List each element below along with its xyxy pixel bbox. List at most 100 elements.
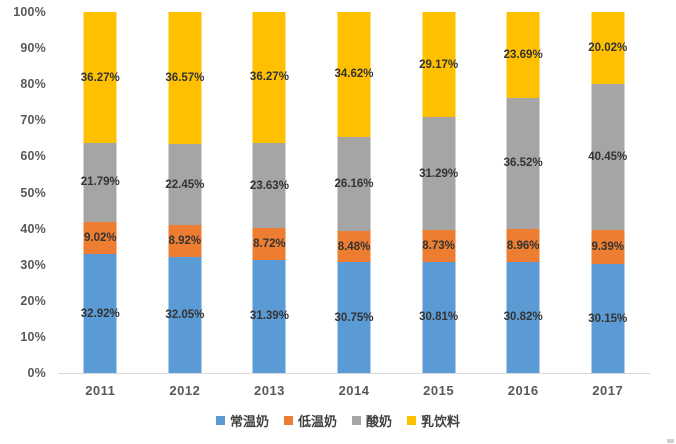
- legend-label: 常温奶: [229, 414, 269, 429]
- data-label: 22.45%: [165, 178, 205, 191]
- data-label: 32.05%: [165, 309, 205, 322]
- bar-segment: 9.39%: [591, 230, 625, 265]
- data-label: 26.16%: [334, 178, 374, 191]
- data-label: 31.29%: [419, 167, 459, 180]
- bar-column: 31.39% 8.72% 23.63% 36.27%: [227, 12, 312, 373]
- bar-segment: 21.79%: [80, 142, 120, 222]
- bar-segment: 40.45%: [588, 84, 628, 231]
- bar-segment: 8.92%: [168, 225, 202, 258]
- bar-column: 32.92% 9.02% 21.79% 36.27%: [58, 12, 143, 373]
- stacked-bar: 32.05% 8.92% 22.45% 36.57%: [165, 12, 205, 373]
- legend-item: 常温奶: [215, 411, 269, 430]
- bar-segment: 26.16%: [334, 136, 374, 232]
- plot-area: 32.92% 9.02% 21.79% 36.27% 32.05% 8.92% 22.45%…: [58, 11, 650, 374]
- y-tick-label: 40%: [20, 221, 46, 236]
- bar-segment: 8.72%: [252, 228, 286, 260]
- y-tick-label: 90%: [20, 41, 46, 56]
- data-label: 36.57%: [165, 72, 205, 85]
- data-label: 34.62%: [334, 68, 374, 81]
- bar-segment: 36.52%: [503, 97, 543, 230]
- bar-segment: 31.29%: [419, 117, 459, 231]
- bar-segment: 9.02%: [83, 221, 117, 255]
- x-tick-label: 2016: [507, 383, 539, 398]
- bar-segment: 30.15%: [588, 264, 628, 373]
- legend-swatch-icon: [352, 416, 361, 425]
- data-label: 36.52%: [503, 157, 543, 170]
- y-tick-label: 70%: [20, 113, 46, 128]
- data-label: 8.48%: [337, 240, 371, 253]
- bar-segment: 31.39%: [249, 259, 289, 373]
- legend: 常温奶 低温奶 酸奶 乳饮料: [0, 411, 676, 430]
- data-label: 36.27%: [249, 71, 289, 84]
- x-axis: 2011 2012 2013 2014 2015 2016 2017: [58, 383, 650, 398]
- data-label: 8.96%: [506, 239, 540, 252]
- data-label: 30.81%: [419, 311, 459, 324]
- bar-column: 32.05% 8.92% 22.45% 36.57%: [143, 12, 228, 373]
- legend-swatch-icon: [407, 416, 417, 425]
- x-tick-label: 2011: [85, 383, 116, 398]
- legend-label: 酸奶: [366, 414, 393, 429]
- data-label: 8.92%: [168, 235, 202, 248]
- bar-segment: 36.27%: [80, 12, 120, 143]
- x-tick-label: 2017: [592, 383, 624, 398]
- y-tick-label: 10%: [20, 329, 46, 344]
- bar-segment: 30.81%: [419, 261, 459, 373]
- data-label: 8.73%: [422, 240, 455, 253]
- data-label: 32.92%: [80, 307, 120, 320]
- x-tick-label: 2013: [253, 383, 285, 398]
- data-label: 29.17%: [419, 58, 459, 71]
- bar-column: 30.82% 8.96% 36.52% 23.69%: [481, 12, 566, 373]
- x-tick-label: 2015: [423, 383, 455, 398]
- stacked-bar: 32.92% 9.02% 21.79% 36.27%: [80, 12, 120, 373]
- data-label: 20.02%: [588, 42, 628, 55]
- x-tick-label: 2012: [169, 383, 201, 398]
- corner-artifact: [667, 439, 674, 443]
- bar-segment: 34.62%: [334, 11, 374, 137]
- y-tick-label: 100%: [13, 5, 46, 19]
- data-label: 8.72%: [253, 237, 286, 250]
- data-label: 31.39%: [249, 310, 289, 323]
- y-tick-label: 60%: [20, 149, 46, 164]
- stacked-bar: 30.75% 8.48% 26.16% 34.62%: [334, 11, 374, 373]
- bar-segment: 8.96%: [506, 229, 540, 262]
- data-label: 23.63%: [249, 179, 289, 192]
- bar-column: 30.81% 8.73% 31.29% 29.17%: [396, 12, 481, 373]
- data-label: 30.75%: [334, 311, 374, 324]
- stacked-bar: 31.39% 8.72% 23.63% 36.27%: [249, 12, 289, 373]
- y-tick-label: 30%: [20, 257, 46, 272]
- data-label: 21.79%: [80, 176, 120, 189]
- stacked-bar: 30.82% 8.96% 36.52% 23.69%: [503, 12, 543, 373]
- data-label: 40.45%: [588, 151, 628, 164]
- data-label: 9.02%: [83, 231, 117, 244]
- legend-label: 乳饮料: [421, 414, 461, 429]
- bar-segment: 23.69%: [503, 12, 543, 98]
- legend-item: 乳饮料: [407, 411, 460, 430]
- bar-column: 30.15% 9.39% 40.45% 20.02%: [565, 12, 650, 373]
- bar-segment: 23.63%: [249, 142, 289, 229]
- data-label: 30.15%: [588, 312, 628, 325]
- legend-swatch-icon: [215, 416, 225, 425]
- data-label: 36.27%: [80, 71, 120, 84]
- legend-item: 低温奶: [283, 411, 337, 430]
- y-tick-label: 80%: [20, 77, 46, 92]
- bar-segment: 32.92%: [80, 254, 120, 373]
- bar-segment: 8.73%: [422, 230, 456, 262]
- bar-segment: 20.02%: [588, 12, 628, 85]
- x-tick-label: 2014: [338, 383, 370, 398]
- legend-item: 酸奶: [352, 411, 392, 430]
- data-label: 23.69%: [503, 48, 543, 61]
- bar-segment: 30.75%: [334, 262, 374, 373]
- legend-label: 低温奶: [297, 414, 337, 429]
- data-label: 30.82%: [503, 311, 543, 324]
- bar-segment: 22.45%: [165, 144, 205, 226]
- y-tick-label: 50%: [20, 185, 46, 200]
- y-axis: 0% 10% 20% 30% 40% 50% 60% 70% 80% 90% 100%: [0, 5, 50, 380]
- bar-segment: 36.27%: [249, 12, 289, 143]
- stacked-bar: 30.15% 9.39% 40.45% 20.02%: [588, 12, 628, 373]
- bar-column: 30.75% 8.48% 26.16% 34.62%: [312, 11, 397, 373]
- y-tick-label: 20%: [20, 293, 46, 308]
- data-label: 9.39%: [591, 241, 625, 254]
- bar-segment: 8.48%: [337, 231, 371, 262]
- bar-segment: 29.17%: [419, 12, 459, 118]
